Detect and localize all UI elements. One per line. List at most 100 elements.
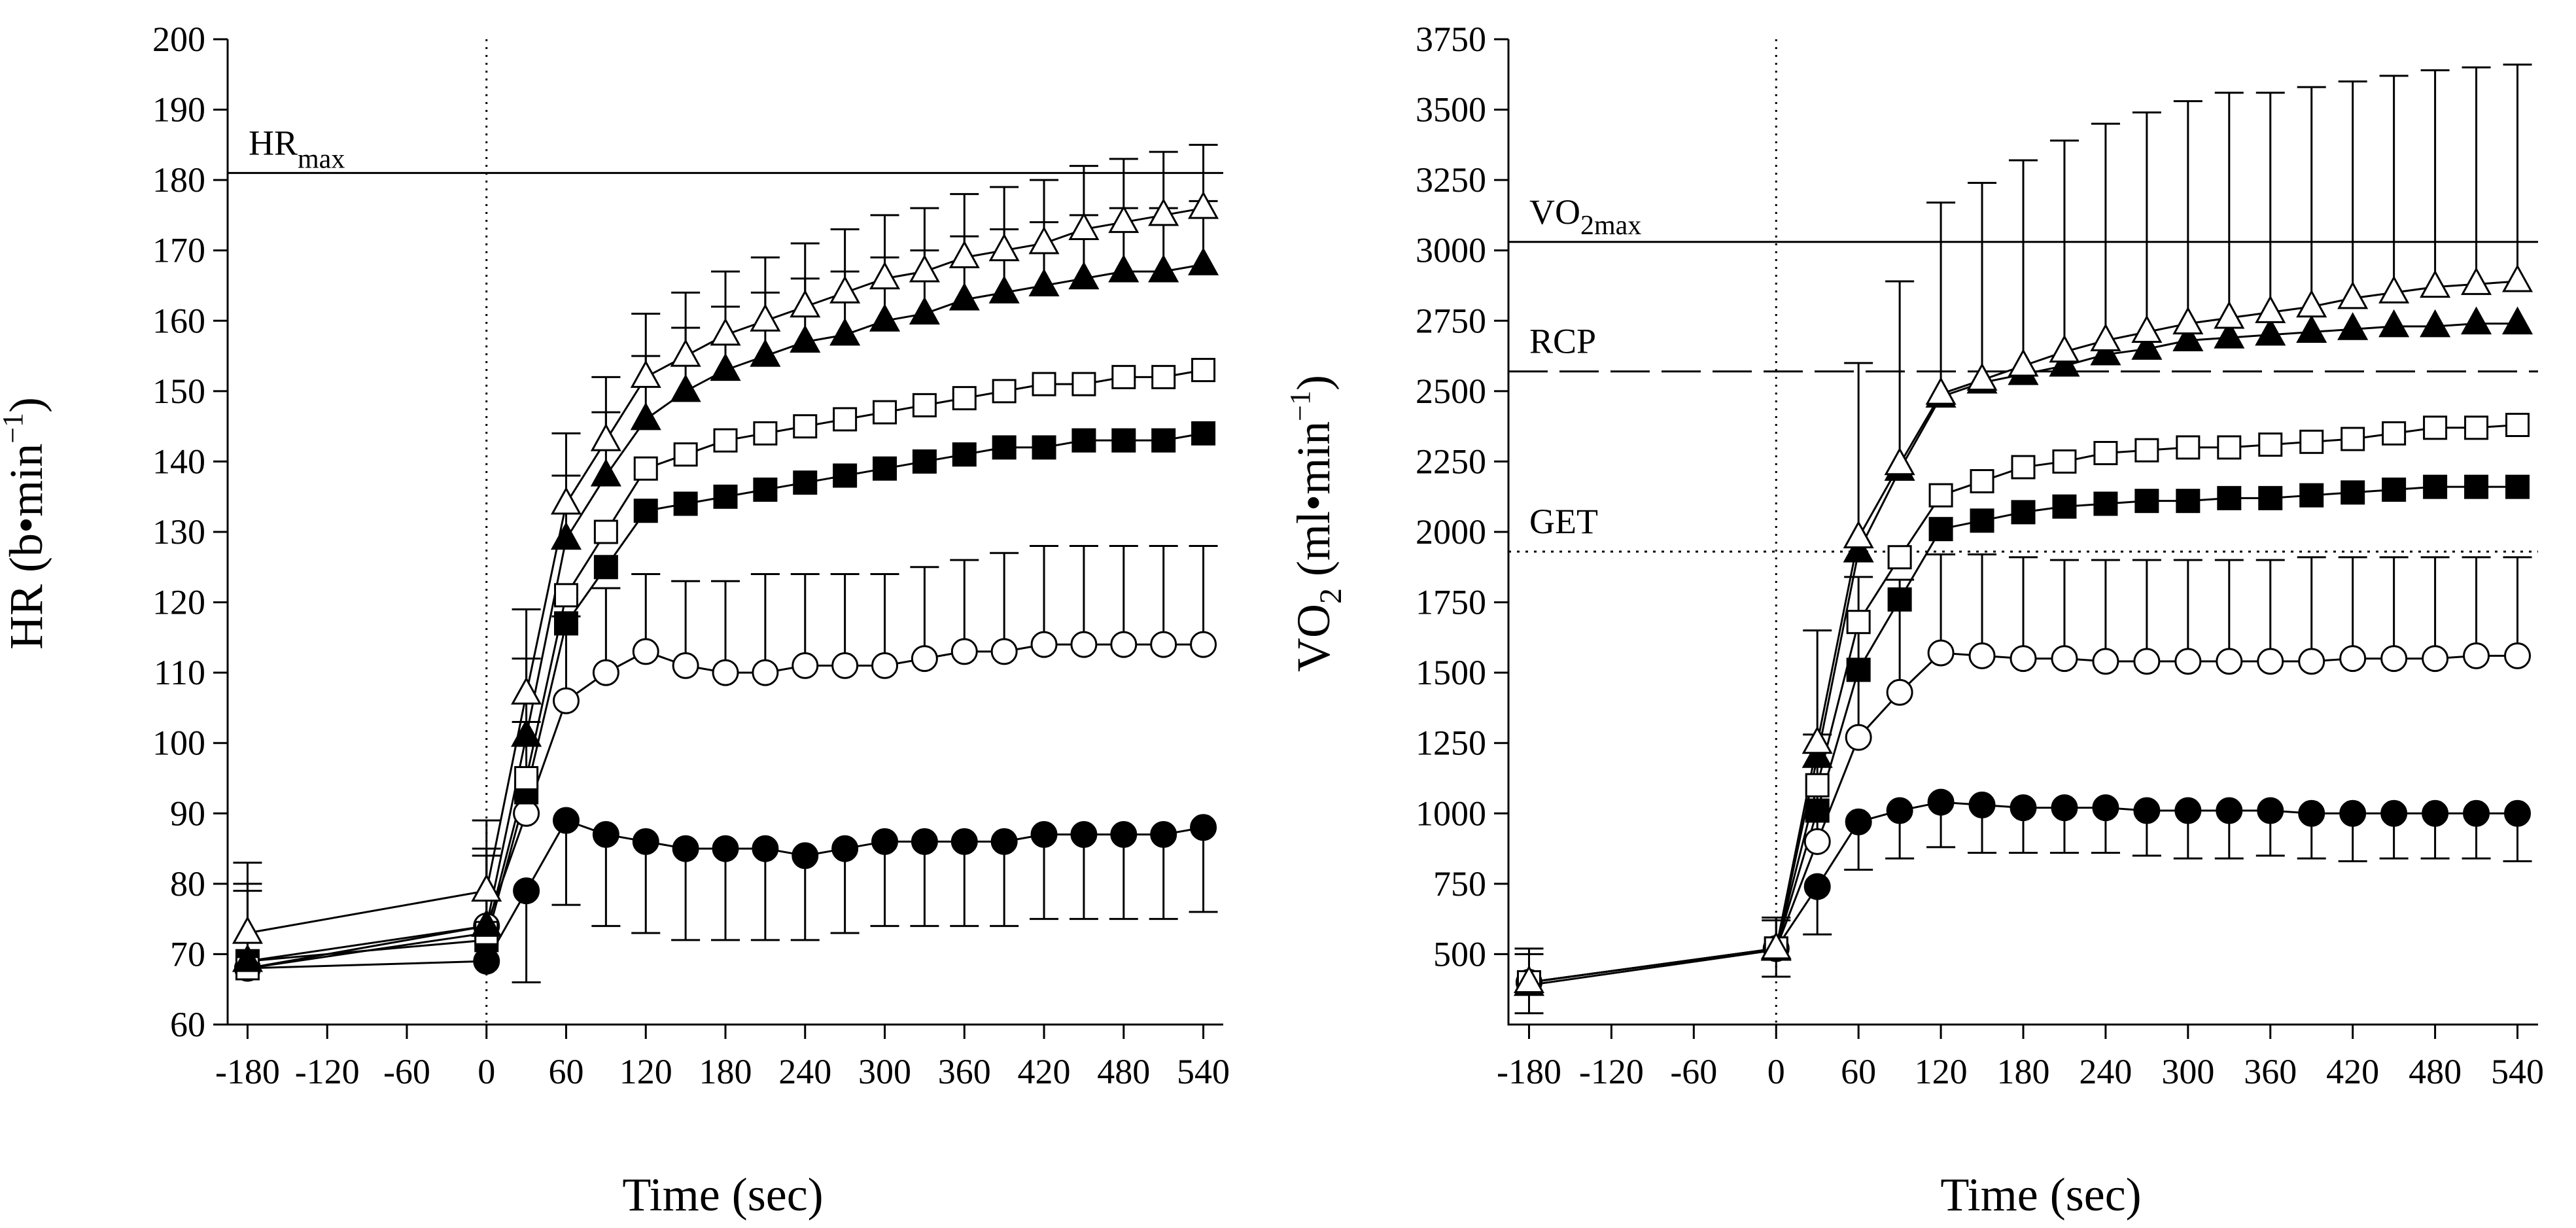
vo2-point-filled-square xyxy=(2299,483,2324,508)
vo2-point-filled-square xyxy=(2341,480,2365,505)
hr-point-open-circle xyxy=(990,638,1018,665)
vo2-point-open-circle xyxy=(2504,642,2532,669)
vo2-point-filled-triangle xyxy=(2214,321,2245,349)
hr-point-open-triangle xyxy=(1028,226,1060,254)
vo2-error-bar-up xyxy=(2462,66,2491,285)
hr-error-bar-down xyxy=(750,849,780,941)
vo2-x-tick-label: -180 xyxy=(1497,1052,1561,1091)
vo2-point-filled-circle xyxy=(2051,794,2078,822)
vo2-point-open-square xyxy=(2505,412,2530,437)
vo2-point-filled-square xyxy=(1805,798,1830,823)
vo2-point-open-circle xyxy=(1845,724,1872,751)
hr-error-bar-up xyxy=(910,566,939,659)
vo2-point-open-circle xyxy=(2298,648,2325,675)
vo2-point-filled-square xyxy=(2011,500,2036,525)
vo2-error-bar-up xyxy=(2214,559,2244,661)
hr-point-filled-triangle xyxy=(232,944,263,972)
vo2-error-bar-up xyxy=(2132,559,2161,661)
vo2-point-open-triangle xyxy=(2131,315,2163,343)
hr-error-bar-up xyxy=(790,573,820,666)
hr-axes xyxy=(226,39,1223,1026)
vo2-y-tick-label: 3250 xyxy=(1416,160,1486,200)
vo2-panel: 500 750 1000 1250 1500 1750 2000 2250 2500 2750 30… xyxy=(1284,20,2544,1221)
hr-point-filled-square xyxy=(1071,428,1096,453)
vo2-point-open-square xyxy=(2341,427,2365,451)
vo2-point-open-triangle xyxy=(1801,726,1833,754)
hr-error-bar-up xyxy=(711,580,740,673)
vo2-point-open-triangle xyxy=(1843,520,1874,549)
vo2-point-open-triangle xyxy=(2008,349,2039,377)
vo2-point-filled-circle xyxy=(2216,797,2243,824)
hr-point-open-square xyxy=(833,407,858,432)
hr-y-tick-label: 100 xyxy=(152,724,205,763)
hr-x-tick-label: 420 xyxy=(1018,1052,1071,1091)
vo2-error-bar-up xyxy=(2173,100,2202,324)
hr-point-filled-circle xyxy=(473,947,500,975)
vo2-error-bar-up xyxy=(2338,80,2367,298)
hr-error-bar-up xyxy=(1030,545,1059,645)
vo2-point-filled-square xyxy=(1887,587,1912,612)
vo2-point-filled-square xyxy=(2382,477,2407,502)
hr-point-open-square xyxy=(633,456,658,481)
hr-y-tick-label: 190 xyxy=(152,90,205,130)
vo2-x-tick-label: 240 xyxy=(2079,1052,2132,1091)
hr-error-bar-down xyxy=(512,890,541,983)
hr-error-bar-down xyxy=(671,849,701,941)
vo2-point-filled-circle xyxy=(2380,799,2408,827)
hr-error-bar-down xyxy=(1069,834,1098,921)
vo2-point-open-square xyxy=(1846,610,1871,635)
hr-y-tick-label: 80 xyxy=(170,864,205,903)
hr-point-filled-square xyxy=(593,555,618,580)
vo2-point-open-circle xyxy=(1803,828,1831,855)
hr-point-open-triangle xyxy=(829,275,861,304)
hr-point-filled-triangle xyxy=(988,275,1020,304)
hr-y-tick-label: 70 xyxy=(170,934,205,974)
vo2-point-open-square xyxy=(2093,441,2118,466)
vo2-point-open-triangle xyxy=(2461,267,2492,295)
vo2-y-tick-label: 2750 xyxy=(1416,301,1486,340)
vo2-y-tick-label: 3500 xyxy=(1416,90,1486,130)
vo2-point-filled-triangle xyxy=(2131,332,2163,360)
hr-point-open-square xyxy=(1032,372,1056,396)
vo2-point-filled-triangle xyxy=(2090,337,2121,366)
hr-error-bar-up xyxy=(1149,545,1178,645)
vo2-point-open-circle xyxy=(2010,645,2037,673)
vo2-error-bar-up xyxy=(2091,559,2120,661)
vo2-point-open-circle xyxy=(1886,678,1913,706)
hr-point-open-triangle xyxy=(1068,212,1100,240)
hr-point-filled-circle xyxy=(592,821,619,849)
vo2-point-open-square xyxy=(2217,435,2242,460)
hr-y-tick-label: 130 xyxy=(152,512,205,552)
vo2-error-bar-up xyxy=(1803,629,1832,743)
vo2-point-open-triangle xyxy=(1884,447,1915,476)
hr-x-axis-title: Time (sec) xyxy=(622,1168,823,1221)
hr-x-tick-label: 480 xyxy=(1097,1052,1150,1091)
vo2-point-filled-circle xyxy=(1845,808,1872,835)
hr-x-tick-label: -60 xyxy=(383,1052,430,1091)
hr-point-filled-triangle xyxy=(869,304,901,332)
hr-point-open-circle xyxy=(712,659,739,686)
vo2-point-filled-circle xyxy=(2133,797,2161,824)
hr-x-tick-label: -120 xyxy=(295,1052,360,1091)
hr-point-open-square xyxy=(1111,364,1136,389)
hr-x-tick-label: 240 xyxy=(778,1052,831,1091)
hr-error-bar-down xyxy=(790,855,820,941)
hr-error-bar-down xyxy=(910,841,939,927)
hr-point-filled-circle xyxy=(911,828,938,855)
vo2-point-open-square xyxy=(1970,469,1994,494)
vo2-point-open-square xyxy=(2011,455,2036,480)
hr-error-bar-up xyxy=(750,573,780,673)
hr-point-filled-triangle xyxy=(949,282,980,311)
hr-point-filled-square xyxy=(793,470,818,495)
hr-error-bar-up xyxy=(1109,545,1138,645)
vo2-point-open-circle xyxy=(2339,645,2367,673)
vo2-point-open-triangle xyxy=(1966,362,1998,391)
vo2-point-open-triangle xyxy=(2378,275,2410,304)
hr-point-filled-circle xyxy=(1030,821,1058,849)
hr-point-open-triangle xyxy=(869,261,901,290)
hr-point-open-circle xyxy=(672,652,699,679)
hr-point-open-triangle xyxy=(1108,205,1140,234)
hr-point-open-circle xyxy=(1150,631,1177,658)
vo2-error-bar-up xyxy=(2255,92,2285,313)
hr-point-open-circle xyxy=(632,638,659,665)
